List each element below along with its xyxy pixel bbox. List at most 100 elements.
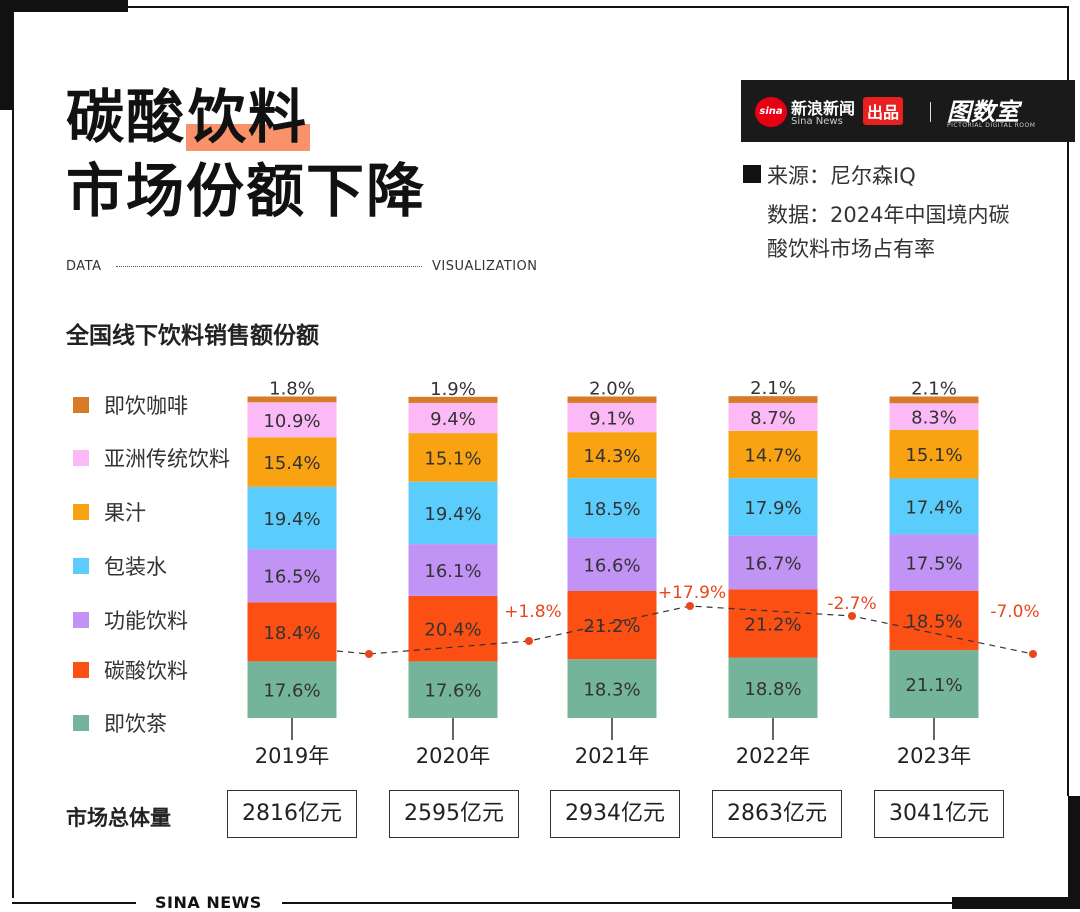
growth-point bbox=[365, 650, 373, 658]
bar-value-label: 18.4% bbox=[263, 623, 320, 644]
frame-corner-bottom-right bbox=[952, 897, 1080, 909]
total-value-box: 2595亿元 bbox=[389, 790, 519, 838]
bar-segment bbox=[728, 478, 818, 536]
bar-value-label: 18.8% bbox=[744, 679, 801, 700]
bar-segment bbox=[408, 433, 498, 482]
bar-value-label: 14.7% bbox=[744, 446, 801, 467]
legend-label: 即饮茶 bbox=[104, 712, 167, 736]
bar-segment bbox=[408, 481, 498, 545]
bar-segment bbox=[247, 661, 337, 718]
bar-segment bbox=[247, 402, 337, 438]
bar-value-label: 16.5% bbox=[263, 567, 320, 588]
bar-value-label: 9.1% bbox=[589, 409, 635, 430]
bar-segment bbox=[247, 437, 337, 487]
legend-swatch bbox=[73, 450, 89, 466]
frame-left-line bbox=[12, 12, 14, 898]
brand-name-cn: 新浪新闻 bbox=[791, 99, 856, 118]
growth-point bbox=[1029, 650, 1037, 658]
bar-value-label: 17.9% bbox=[744, 498, 801, 519]
bar-segment bbox=[567, 432, 657, 479]
bar-segment bbox=[408, 402, 498, 434]
totals-label: 市场总体量 bbox=[66, 806, 171, 830]
bar-segment bbox=[889, 590, 979, 651]
legend-swatch bbox=[73, 558, 89, 574]
bar-segment bbox=[889, 396, 979, 404]
title-part-highlight: 饮料 bbox=[186, 83, 311, 151]
brand-badge: 出品 bbox=[863, 97, 904, 125]
bar-segment bbox=[567, 537, 657, 592]
footer-brand: SINA NEWS bbox=[155, 893, 262, 912]
frame-bottom-line-left bbox=[12, 902, 136, 904]
frame-top-line bbox=[12, 6, 1069, 8]
title-part-a: 碳酸 bbox=[66, 83, 187, 151]
bar-segment bbox=[408, 544, 498, 596]
bar-value-label: 19.4% bbox=[263, 509, 320, 530]
growth-trend-line bbox=[336, 605, 1034, 655]
bar-segment bbox=[728, 396, 818, 403]
brand-name-en: Sina News bbox=[791, 116, 843, 127]
bar-segment bbox=[567, 591, 657, 660]
total-value-box: 2816亿元 bbox=[227, 790, 357, 838]
bar-value-label: 2.1% bbox=[911, 379, 957, 400]
studio-logo-en: PICTORIAL DIGITAL ROOM bbox=[947, 122, 1036, 129]
growth-label: +1.8% bbox=[504, 602, 561, 622]
growth-point bbox=[848, 612, 856, 620]
bar-value-label: 8.3% bbox=[911, 408, 957, 429]
x-axis-tick-label: 2019年 bbox=[254, 744, 330, 768]
title-line-2: 市场份额下降 bbox=[66, 157, 427, 225]
bar-segment bbox=[728, 589, 818, 658]
bar-segment bbox=[567, 659, 657, 718]
bar-value-label: 2.0% bbox=[589, 379, 635, 400]
bar-segment bbox=[889, 650, 979, 718]
bar-value-label: 16.6% bbox=[583, 555, 640, 576]
source-line-3: 酸饮料市场占有率 bbox=[767, 237, 935, 261]
bar-value-label: 18.3% bbox=[583, 680, 640, 701]
bar-value-label: 9.4% bbox=[430, 409, 476, 430]
bar-value-label: 20.4% bbox=[424, 620, 481, 641]
bar-value-label: 15.4% bbox=[263, 453, 320, 474]
growth-label: -7.0% bbox=[990, 602, 1039, 622]
total-value-box: 2934亿元 bbox=[550, 790, 680, 838]
bar-segment bbox=[728, 535, 818, 590]
legend-label: 功能饮料 bbox=[104, 609, 188, 633]
chart-subtitle: 全国线下饮料销售额份额 bbox=[66, 323, 319, 349]
growth-label: +17.9% bbox=[658, 583, 726, 603]
separator-right-text: VISUALIZATION bbox=[432, 259, 538, 274]
legend-swatch bbox=[73, 662, 89, 678]
studio-logo: 图数室 bbox=[947, 98, 1019, 126]
bar-value-label: 16.7% bbox=[744, 554, 801, 575]
bar-value-label: 17.5% bbox=[905, 554, 962, 575]
bar-value-label: 17.6% bbox=[424, 681, 481, 702]
bar-segment bbox=[408, 595, 498, 662]
legend-swatch bbox=[73, 397, 89, 413]
bar-value-label: 10.9% bbox=[263, 411, 320, 432]
bar-value-label: 19.4% bbox=[424, 504, 481, 525]
bar-segment bbox=[408, 396, 498, 403]
bar-segment bbox=[567, 396, 657, 403]
title-line-1: 碳酸饮料 bbox=[66, 83, 311, 151]
bar-segment bbox=[247, 549, 337, 603]
growth-point bbox=[686, 602, 694, 610]
legend-label: 即饮咖啡 bbox=[104, 394, 188, 418]
bar-segment bbox=[889, 478, 979, 535]
bar-segment bbox=[408, 661, 498, 718]
bar-segment bbox=[889, 429, 979, 479]
bar-value-label: 2.1% bbox=[750, 378, 796, 399]
bar-value-label: 8.7% bbox=[750, 408, 796, 429]
frame-bottom-line-right bbox=[282, 902, 952, 904]
growth-label: -2.7% bbox=[827, 594, 876, 614]
bar-segment bbox=[247, 486, 337, 550]
brand-divider bbox=[930, 102, 931, 122]
bar-segment bbox=[728, 657, 818, 718]
x-axis-tick-label: 2023年 bbox=[896, 744, 972, 768]
bar-value-label: 14.3% bbox=[583, 446, 640, 467]
bar-value-label: 21.2% bbox=[583, 616, 640, 637]
frame-corner-top-left-vertical bbox=[0, 0, 12, 110]
source-line-1: 来源：尼尔森IQ bbox=[767, 164, 916, 188]
bar-segment bbox=[567, 402, 657, 433]
x-axis-tick-label: 2020年 bbox=[415, 744, 491, 768]
bar-value-label: 21.1% bbox=[905, 675, 962, 696]
separator-dots bbox=[116, 266, 422, 267]
bar-value-label: 15.1% bbox=[905, 445, 962, 466]
bar-value-label: 18.5% bbox=[583, 499, 640, 520]
